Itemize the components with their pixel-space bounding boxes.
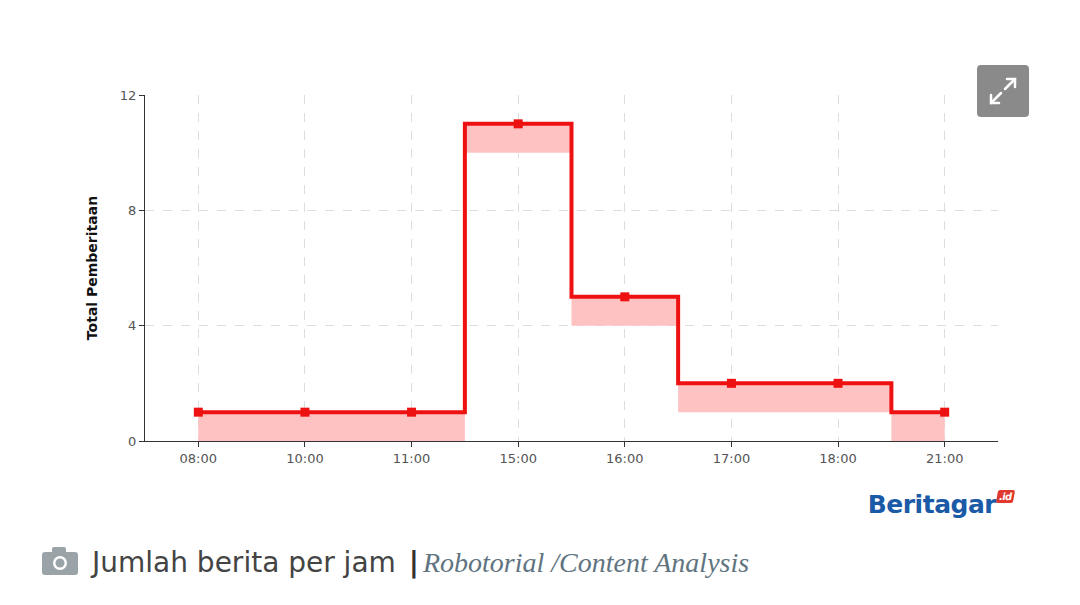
svg-text:16:00: 16:00: [606, 451, 643, 466]
svg-text:12: 12: [120, 88, 137, 103]
svg-text:08:00: 08:00: [180, 451, 217, 466]
svg-text:8: 8: [128, 203, 136, 218]
html-text:| Robotorial /Content Analysis: | Robotorial /Content Analysis: [408, 546, 750, 579]
svg-text:0: 0: [128, 434, 136, 449]
svg-text:10:00: 10:00: [286, 451, 323, 466]
svg-text:18:00: 18:00: [819, 451, 856, 466]
html-text:.id: .id: [998, 491, 1013, 502]
svg-text:15:00: 15:00: [499, 451, 536, 466]
html-text:Beritagar: Beritagar: [867, 490, 997, 519]
svg-text:Total Pemberitaan: Total Pemberitaan: [84, 196, 100, 340]
svg-text:4: 4: [128, 318, 136, 333]
html-text:Jumlah berita per jam: Jumlah berita per jam: [92, 546, 396, 579]
svg-text:11:00: 11:00: [393, 451, 430, 466]
svg-text:17:00: 17:00: [713, 451, 750, 466]
svg-text:21:00: 21:00: [926, 451, 963, 466]
